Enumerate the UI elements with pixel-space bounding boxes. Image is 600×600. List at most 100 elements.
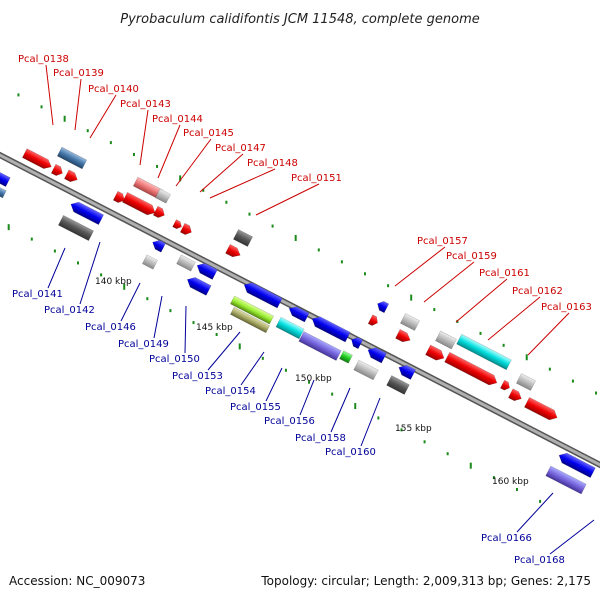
gene-shape bbox=[524, 396, 558, 421]
scale-label-155: 155 kbp bbox=[395, 424, 432, 434]
leader-line bbox=[240, 351, 265, 386]
gene-feature[interactable] bbox=[353, 359, 379, 381]
gene-feature[interactable] bbox=[225, 244, 242, 259]
gene-feature[interactable] bbox=[516, 373, 536, 391]
gene-label-forward[interactable]: Pcal_0145 bbox=[183, 128, 234, 139]
leader-line bbox=[139, 109, 149, 166]
gene-feature[interactable] bbox=[508, 388, 523, 403]
gene-label-reverse[interactable]: Pcal_0156 bbox=[264, 416, 315, 427]
gene-feature[interactable] bbox=[50, 163, 64, 177]
gene-label-forward[interactable]: Pcal_0157 bbox=[417, 236, 468, 247]
gene-feature[interactable] bbox=[435, 330, 457, 350]
gene-feature[interactable] bbox=[557, 450, 596, 478]
gene-shape bbox=[179, 222, 192, 235]
gene-label-reverse[interactable]: Pcal_0150 bbox=[149, 354, 200, 365]
gene-feature[interactable] bbox=[58, 214, 94, 242]
scale-label-150: 150 kbp bbox=[295, 374, 332, 384]
gene-label-reverse[interactable]: Pcal_0168 bbox=[514, 555, 565, 566]
gene-label-forward[interactable]: Pcal_0162 bbox=[512, 286, 563, 297]
gene-label-forward[interactable]: Pcal_0163 bbox=[541, 302, 592, 313]
gene-feature[interactable] bbox=[142, 254, 158, 270]
gene-feature[interactable] bbox=[524, 396, 559, 422]
gene-feature[interactable] bbox=[230, 306, 270, 334]
gene-label-reverse[interactable]: Pcal_0153 bbox=[172, 371, 223, 382]
gene-label-forward[interactable]: Pcal_0143 bbox=[120, 99, 171, 110]
gene-shape bbox=[351, 337, 364, 350]
gene-shape bbox=[367, 314, 378, 326]
gene-label-forward[interactable]: Pcal_0147 bbox=[215, 143, 266, 154]
gene-feature[interactable] bbox=[150, 238, 166, 253]
gene-feature[interactable] bbox=[310, 314, 351, 343]
gene-shape bbox=[155, 188, 171, 204]
gene-feature[interactable] bbox=[545, 465, 587, 495]
leader-line bbox=[549, 519, 595, 555]
gene-feature[interactable] bbox=[500, 379, 511, 392]
gene-feature[interactable] bbox=[0, 169, 11, 187]
gene-feature[interactable] bbox=[179, 222, 193, 236]
gene-label-reverse[interactable]: Pcal_0141 bbox=[12, 289, 63, 300]
gene-feature[interactable] bbox=[22, 148, 53, 172]
gene-feature[interactable] bbox=[185, 275, 212, 296]
leader-line bbox=[455, 278, 508, 323]
gene-feature[interactable] bbox=[425, 344, 446, 363]
gene-shape bbox=[339, 350, 353, 364]
gene-shape bbox=[0, 171, 11, 187]
gene-shape bbox=[377, 301, 390, 314]
gene-feature[interactable] bbox=[375, 299, 390, 314]
gene-label-forward[interactable]: Pcal_0161 bbox=[479, 268, 530, 279]
gene-feature[interactable] bbox=[176, 254, 196, 272]
leader-line bbox=[516, 492, 554, 533]
gene-feature[interactable] bbox=[444, 351, 500, 387]
gene-feature[interactable] bbox=[298, 331, 342, 361]
gene-feature[interactable] bbox=[64, 169, 79, 184]
gene-label-reverse[interactable]: Pcal_0155 bbox=[230, 402, 281, 413]
gene-feature[interactable] bbox=[56, 146, 88, 170]
gene-shape bbox=[545, 465, 587, 495]
gene-feature[interactable] bbox=[365, 345, 387, 364]
gene-label-reverse[interactable]: Pcal_0166 bbox=[481, 533, 532, 544]
gene-label-reverse[interactable]: Pcal_0146 bbox=[85, 322, 136, 333]
genome-stats-text: Topology: circular; Length: 2,009,313 bp… bbox=[260, 574, 591, 588]
gene-label-forward[interactable]: Pcal_0140 bbox=[88, 84, 139, 95]
gene-feature[interactable] bbox=[233, 229, 253, 247]
gene-label-forward[interactable]: Pcal_0151 bbox=[291, 173, 342, 184]
gene-feature[interactable] bbox=[112, 190, 126, 204]
gene-feature[interactable] bbox=[195, 261, 218, 280]
gene-label-reverse[interactable]: Pcal_0149 bbox=[118, 339, 169, 350]
leader-line bbox=[360, 397, 381, 447]
leader-line bbox=[47, 247, 66, 289]
gene-feature[interactable] bbox=[349, 335, 364, 350]
gene-feature[interactable] bbox=[386, 375, 410, 395]
gene-feature[interactable] bbox=[395, 329, 412, 344]
gene-label-forward[interactable]: Pcal_0139 bbox=[53, 68, 104, 79]
gene-feature[interactable] bbox=[400, 313, 420, 331]
gene-feature[interactable] bbox=[339, 350, 353, 364]
gene-label-reverse[interactable]: Pcal_0154 bbox=[205, 386, 256, 397]
gene-label-forward[interactable]: Pcal_0144 bbox=[152, 114, 203, 125]
gene-label-reverse[interactable]: Pcal_0158 bbox=[295, 433, 346, 444]
gene-feature[interactable] bbox=[396, 362, 416, 380]
gene-feature[interactable] bbox=[275, 316, 305, 340]
gene-feature[interactable] bbox=[242, 280, 283, 309]
gene-label-reverse[interactable]: Pcal_0160 bbox=[325, 447, 376, 458]
gene-shape bbox=[176, 254, 196, 272]
gene-feature[interactable] bbox=[0, 185, 7, 199]
gene-feature[interactable] bbox=[230, 295, 274, 325]
gene-feature[interactable] bbox=[68, 199, 104, 226]
leader-line bbox=[255, 183, 320, 216]
gene-label-forward[interactable]: Pcal_0159 bbox=[446, 251, 497, 262]
gene-feature[interactable] bbox=[367, 314, 380, 328]
gene-label-reverse[interactable]: Pcal_0142 bbox=[44, 305, 95, 316]
gene-feature[interactable] bbox=[456, 333, 512, 371]
gene-feature[interactable] bbox=[172, 219, 184, 231]
gene-label-forward[interactable]: Pcal_0138 bbox=[18, 54, 69, 65]
gene-shape bbox=[395, 329, 411, 343]
gene-shape bbox=[64, 169, 78, 182]
gene-feature[interactable] bbox=[155, 188, 171, 204]
gene-label-forward[interactable]: Pcal_0148 bbox=[247, 158, 298, 169]
leader-line bbox=[487, 296, 541, 341]
gene-labels: Pcal_0138 Pcal_0139 Pcal_0140 Pcal_0143 Pcal… bbox=[12, 54, 592, 566]
gene-feature[interactable] bbox=[287, 304, 310, 323]
gene-feature[interactable] bbox=[152, 205, 166, 219]
